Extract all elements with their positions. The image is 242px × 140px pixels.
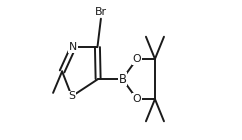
- Text: O: O: [133, 54, 141, 64]
- Text: N: N: [69, 42, 77, 52]
- Text: O: O: [133, 94, 141, 104]
- Text: B: B: [118, 73, 126, 86]
- Text: S: S: [68, 91, 75, 101]
- Text: Br: Br: [95, 7, 107, 17]
